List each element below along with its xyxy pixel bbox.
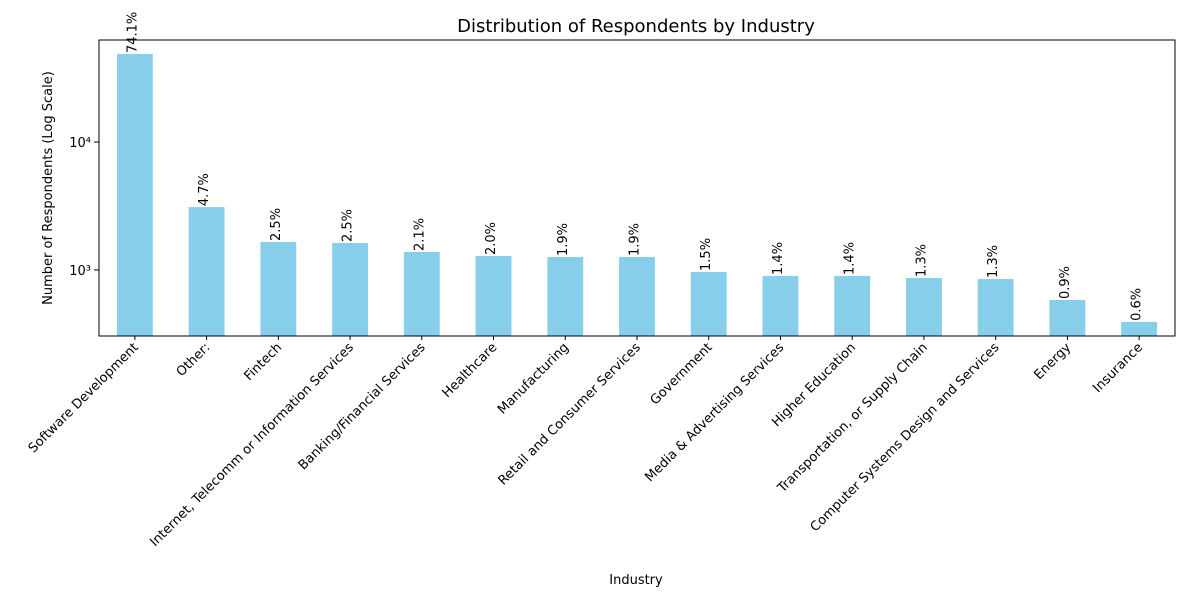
y-tick-label: 10⁴ (69, 136, 91, 151)
data-label: 2.5% (341, 209, 356, 242)
bar (762, 275, 799, 336)
bar (332, 243, 368, 336)
x-tick-label: Banking/Financial Services (296, 340, 429, 473)
bar (834, 275, 871, 336)
data-label: 2.5% (269, 208, 284, 241)
data-label: 2.1% (412, 218, 427, 251)
plot-frame (98, 39, 1176, 337)
x-tick-label: Government (648, 340, 716, 408)
bar (188, 207, 225, 336)
y-axis-label: Number of Respondents (Log Scale) (41, 71, 56, 305)
x-tick-label: Manufacturing (495, 340, 572, 417)
data-label: 0.9% (1058, 266, 1073, 299)
x-tick-label: Software Development (26, 340, 142, 456)
bar (403, 251, 440, 336)
y-tick-label: 10³ (69, 264, 91, 279)
data-label: 1.4% (843, 242, 858, 275)
x-tick-label: Healthcare (440, 340, 501, 401)
x-tick-label: Media & Advertising Services (642, 340, 787, 485)
data-label: 1.4% (771, 242, 786, 275)
bar (475, 256, 512, 336)
x-tick-label: Energy (1031, 340, 1074, 383)
bar (1049, 299, 1086, 336)
data-label: 4.7% (197, 173, 212, 206)
x-tick-label: Retail and Consumer Services (496, 340, 644, 488)
data-label: 74.1% (125, 12, 140, 53)
bar (906, 277, 942, 336)
x-axis-label: Industry (609, 573, 663, 588)
data-label: 2.0% (484, 222, 499, 255)
x-tick-label: Other: (174, 340, 214, 380)
data-label: 1.3% (986, 245, 1001, 278)
bar (260, 241, 297, 336)
x-tick-label: Fintech (241, 340, 285, 384)
data-label: 1.5% (699, 238, 714, 271)
data-label: 1.3% (914, 244, 929, 277)
bar (690, 271, 727, 336)
x-tick-label: Transportation, or Supply Chain (774, 340, 930, 496)
bar (116, 54, 153, 336)
bar (1121, 321, 1158, 336)
data-label: 1.9% (556, 223, 571, 256)
bar (977, 279, 1014, 336)
bar (619, 257, 655, 336)
chart-title: Distribution of Respondents by Industry (457, 16, 815, 37)
data-label: 0.6% (1130, 288, 1145, 321)
x-tick-label: Insurance (1090, 340, 1146, 396)
data-label: 1.9% (628, 223, 643, 256)
bar (547, 257, 584, 336)
